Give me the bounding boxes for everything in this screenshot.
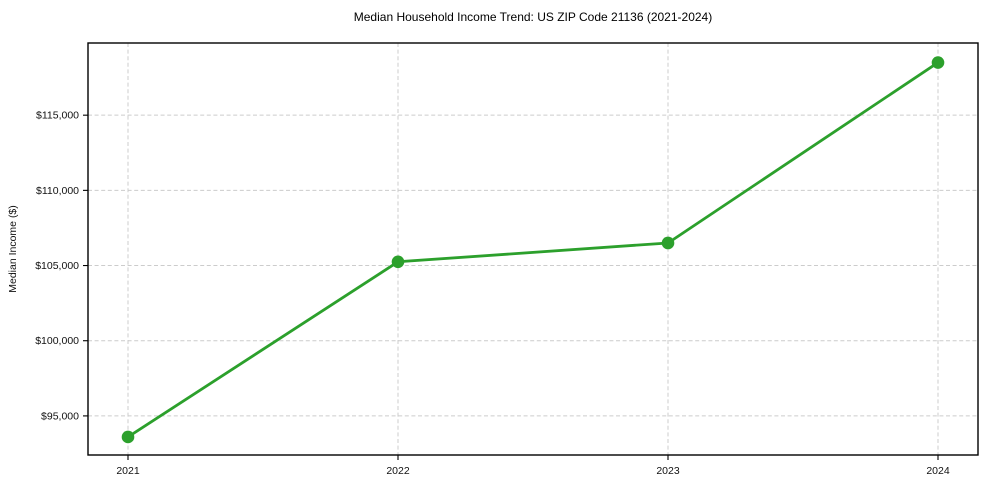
data-point-2022: [391, 255, 405, 269]
data-point-2023: [661, 236, 675, 250]
income-trend-line: [126, 61, 940, 439]
x-tick-label: 2024: [926, 465, 950, 477]
chart-title: Median Household Income Trend: US ZIP Co…: [354, 10, 712, 24]
x-tick-label: 2022: [386, 465, 410, 477]
x-tick-label: 2021: [116, 465, 140, 477]
y-tick-label: $105,000: [35, 260, 79, 272]
y-tick-label: $100,000: [35, 335, 79, 347]
x-tick-label: 2023: [656, 465, 680, 477]
data-point-2024: [931, 56, 945, 69]
y-tick-label: $115,000: [36, 110, 79, 122]
y-axis-label: Median Income ($): [7, 205, 19, 293]
series-layer: [121, 56, 945, 444]
plot-border: [87, 42, 979, 456]
data-point-2021: [121, 430, 135, 444]
y-tick-label: $110,000: [36, 185, 79, 197]
y-tick-label: $95,000: [41, 410, 79, 422]
grid-layer: [88, 43, 978, 455]
axis-layer: $95,000 $100,000 $105,000 $110,000 $115,000 2…: [35, 110, 950, 477]
